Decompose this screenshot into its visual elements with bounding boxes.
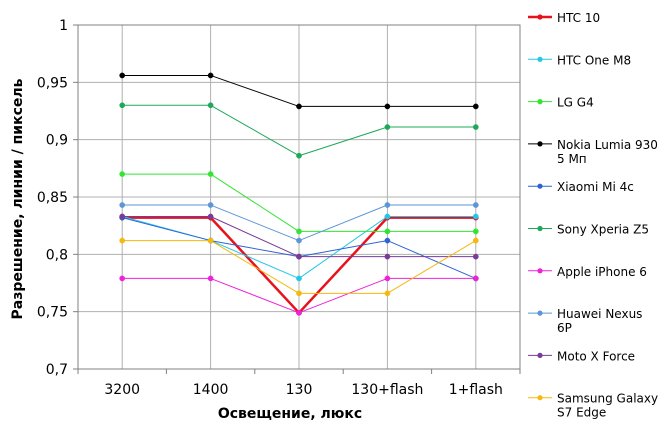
y-tick-label: 0,8 bbox=[46, 247, 68, 263]
legend-swatch-marker bbox=[537, 352, 543, 358]
data-point bbox=[296, 290, 302, 297]
legend-label: Nokia Lumia 930 bbox=[557, 138, 658, 152]
legend-swatch-marker bbox=[537, 56, 543, 62]
data-point bbox=[472, 275, 479, 282]
legend-label: Samsung Galaxy bbox=[557, 392, 658, 406]
legend-label: HTC 10 bbox=[557, 11, 600, 25]
data-point bbox=[207, 275, 214, 282]
data-point bbox=[472, 202, 479, 208]
y-axis-title: Разрешение, линии / пиксель bbox=[10, 78, 26, 319]
legend-label: 6P bbox=[557, 321, 572, 335]
legend-swatch-marker bbox=[537, 225, 543, 232]
data-point bbox=[472, 228, 479, 235]
data-point bbox=[384, 253, 391, 260]
legend-label: S7 Edge bbox=[557, 406, 606, 420]
x-tick-label: 3200 bbox=[104, 382, 140, 398]
data-point bbox=[119, 213, 126, 220]
data-point bbox=[119, 275, 126, 282]
data-point bbox=[384, 103, 391, 110]
x-tick-label: 130+flash bbox=[351, 382, 423, 398]
data-point bbox=[296, 103, 302, 110]
data-point bbox=[384, 228, 391, 235]
data-point bbox=[384, 290, 391, 297]
series bbox=[119, 72, 479, 316]
y-tick-label: 0,9 bbox=[46, 133, 68, 149]
data-point bbox=[384, 213, 391, 220]
data-point bbox=[472, 253, 479, 260]
y-tick-label: 1 bbox=[59, 18, 68, 34]
data-point bbox=[472, 213, 479, 220]
legend-label: HTC One M8 bbox=[557, 53, 631, 67]
data-point bbox=[296, 275, 302, 282]
data-point bbox=[384, 275, 391, 282]
y-tick-label: 0,7 bbox=[46, 362, 68, 378]
data-point bbox=[207, 72, 214, 79]
data-point bbox=[119, 171, 126, 177]
legend-swatch-marker bbox=[537, 141, 543, 147]
data-point bbox=[384, 237, 391, 244]
data-point bbox=[207, 237, 214, 244]
data-point bbox=[296, 237, 302, 244]
legend-label: Apple iPhone 6 bbox=[557, 265, 647, 279]
x-tick-label: 130 bbox=[286, 382, 313, 398]
data-point bbox=[207, 213, 214, 220]
legend-swatch-marker bbox=[537, 14, 543, 20]
legend-label: 5 Мп bbox=[557, 152, 587, 166]
legend-swatch-marker bbox=[537, 310, 543, 316]
data-point bbox=[472, 237, 479, 244]
legend-swatch-marker bbox=[537, 395, 543, 401]
axes: 0,7 0,75 0,8 0,85 0,9 0,95 1 3200 1400 130 130+fla… bbox=[37, 18, 521, 398]
data-point bbox=[119, 102, 126, 109]
data-point bbox=[119, 72, 126, 79]
x-tick-label: 1+flash bbox=[449, 382, 503, 398]
data-point bbox=[119, 202, 126, 208]
x-axis-title: Освещение, люкс bbox=[218, 406, 362, 422]
x-tick-label: 1400 bbox=[193, 382, 229, 398]
data-point bbox=[384, 202, 391, 208]
data-point bbox=[119, 237, 126, 244]
legend-swatch-marker bbox=[537, 268, 543, 274]
legend-swatch-marker bbox=[537, 183, 543, 189]
legend-label: Huawei Nexus bbox=[557, 307, 642, 321]
data-point bbox=[472, 124, 479, 130]
data-point bbox=[296, 228, 302, 235]
data-point bbox=[296, 309, 302, 316]
data-point bbox=[207, 171, 214, 177]
data-point bbox=[207, 102, 214, 109]
legend-label: LG G4 bbox=[557, 96, 594, 110]
y-tick-label: 0,85 bbox=[37, 190, 68, 206]
grid bbox=[78, 24, 520, 370]
legend-label: Moto X Force bbox=[557, 349, 635, 363]
data-point bbox=[207, 202, 214, 208]
data-point bbox=[472, 103, 479, 110]
data-point bbox=[296, 253, 302, 260]
legend-swatch-marker bbox=[537, 99, 543, 105]
plot-area-border bbox=[77, 24, 521, 370]
data-point bbox=[384, 124, 391, 130]
y-tick-label: 0,75 bbox=[37, 305, 68, 321]
data-point bbox=[296, 152, 302, 159]
legend-label: Xiaomi Mi 4c bbox=[557, 180, 634, 194]
legend-label: Sony Xperia Z5 bbox=[557, 223, 649, 237]
y-tick-label: 0,95 bbox=[37, 75, 68, 91]
